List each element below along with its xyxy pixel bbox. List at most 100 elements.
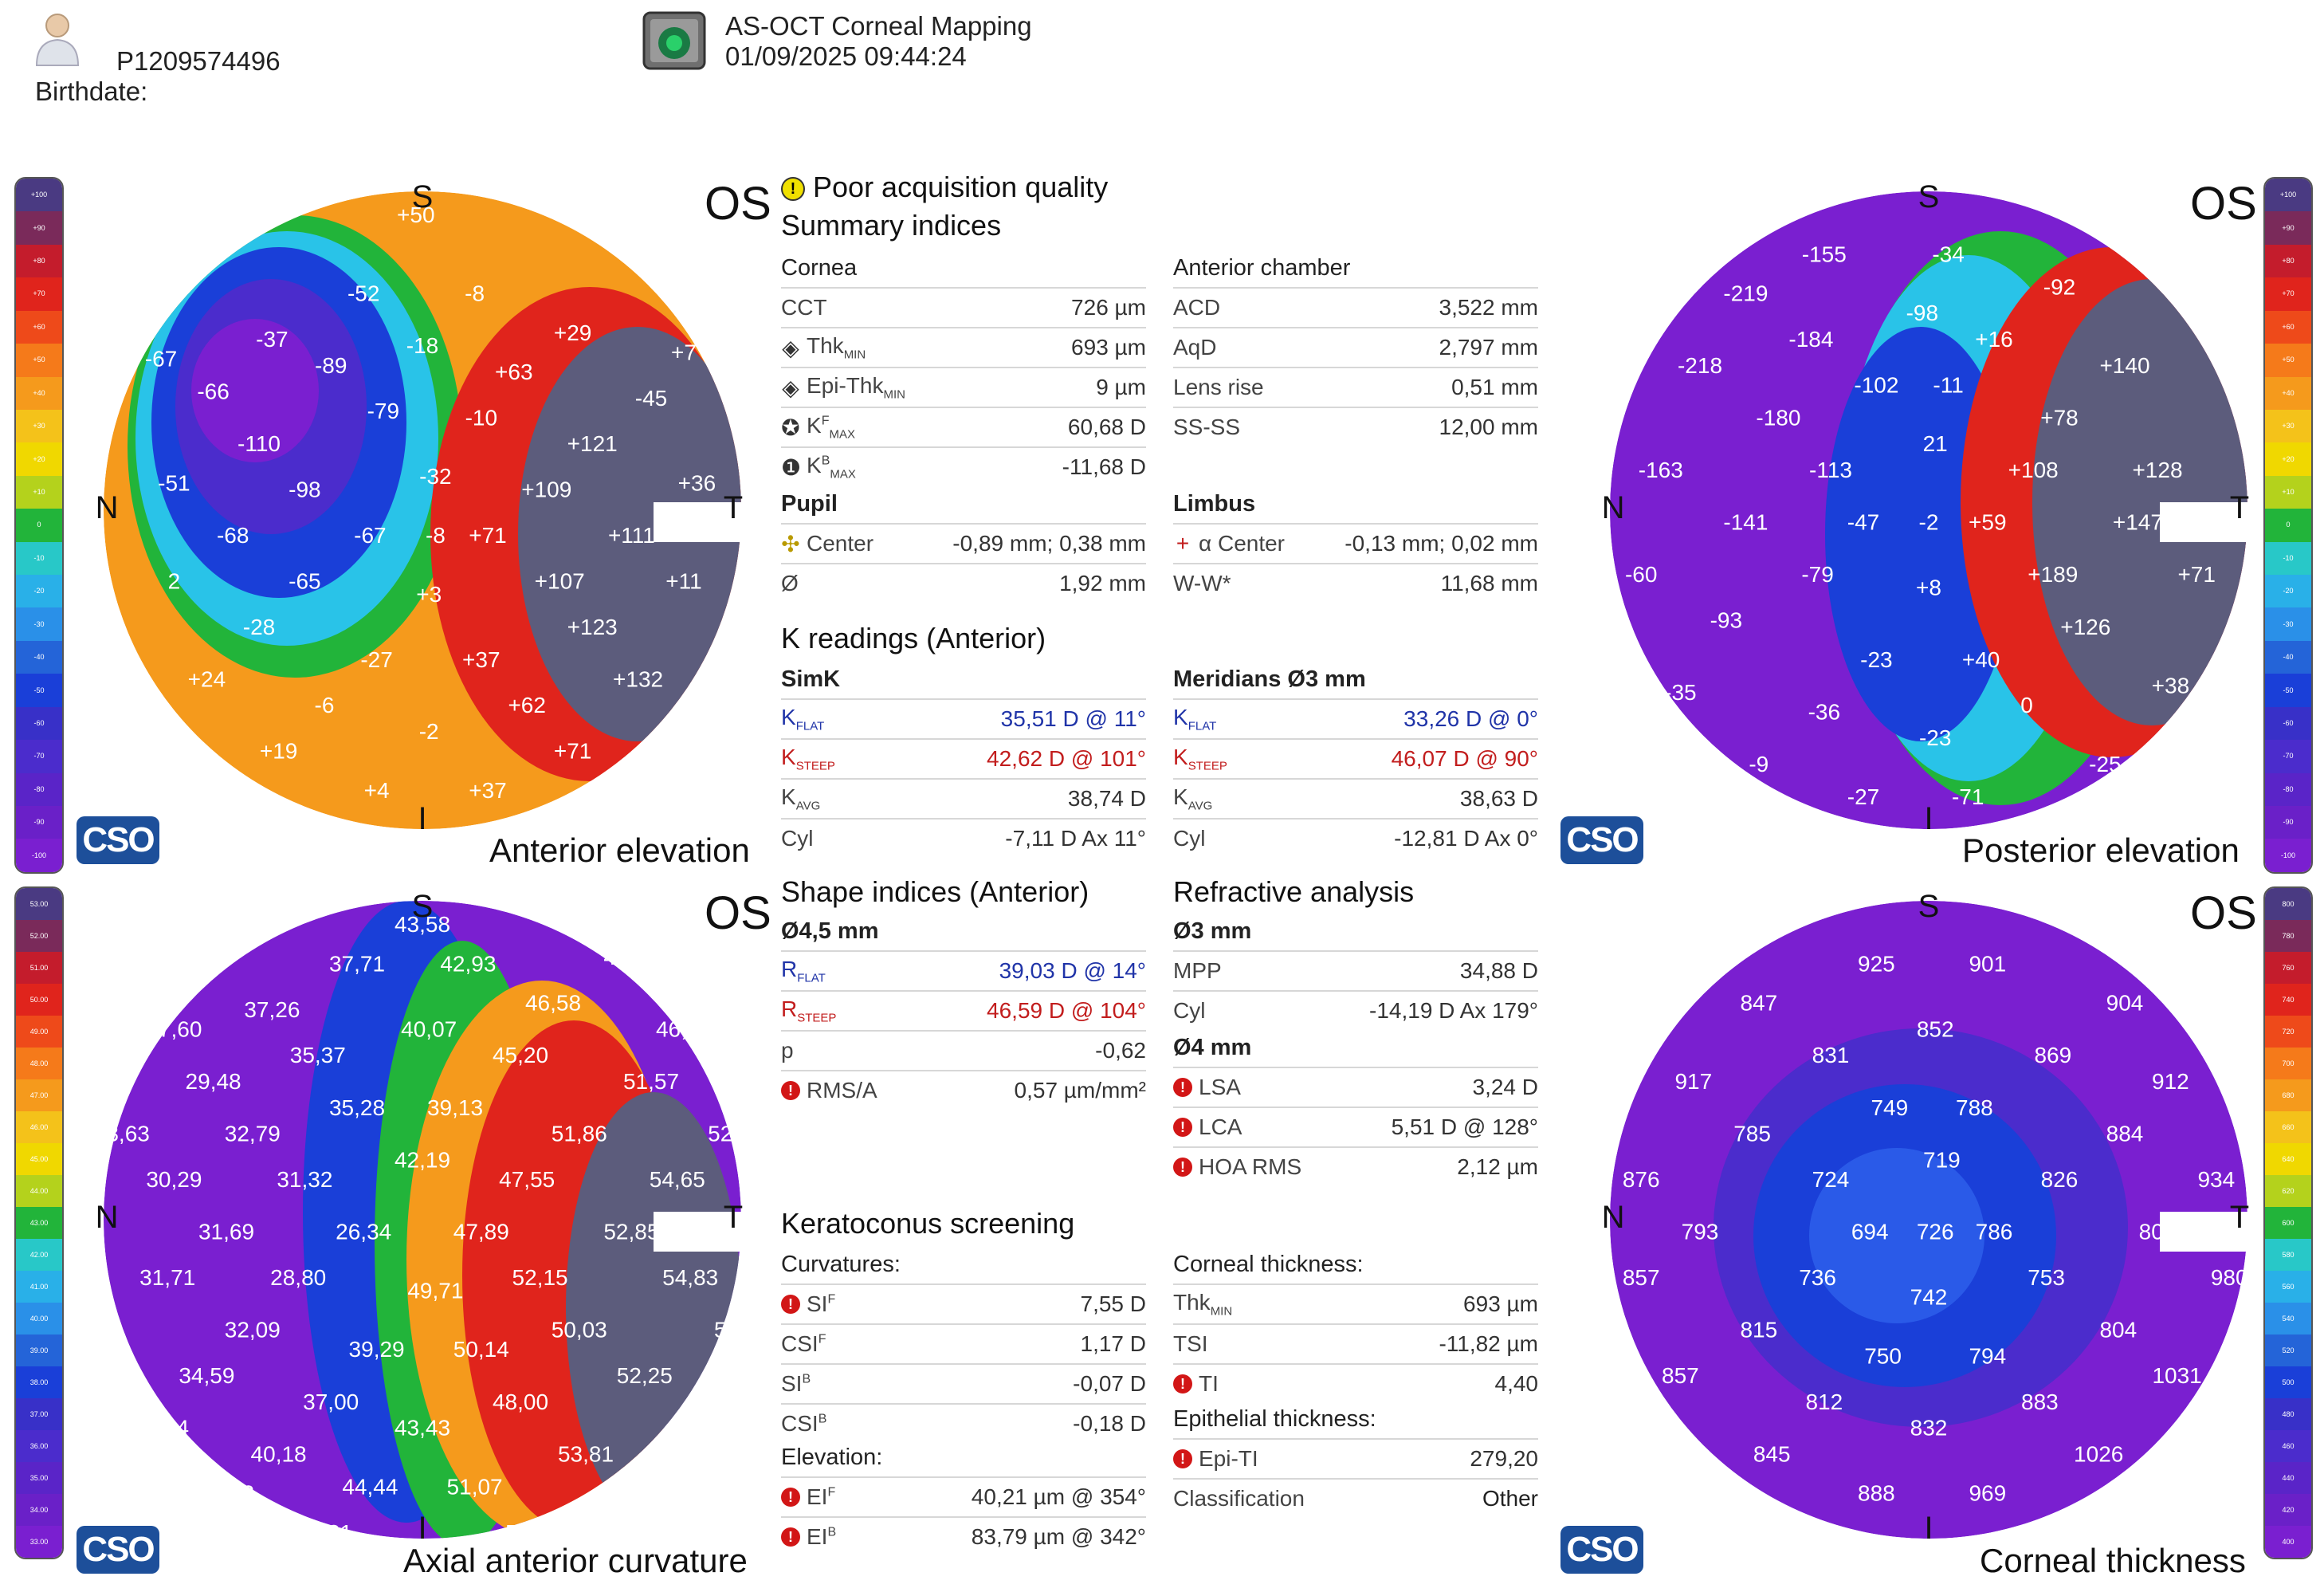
map-value: 831 <box>1812 1043 1850 1067</box>
map-value: -25 <box>2089 752 2121 776</box>
patient-avatar-icon <box>35 14 80 66</box>
map-value: 31,71 <box>139 1265 195 1290</box>
axial-curvature-title: Axial anterior curvature <box>403 1542 748 1579</box>
row-icon: ✪ <box>781 415 800 440</box>
temporal-notch <box>2160 502 2255 542</box>
map-value: 50, <box>714 1318 745 1342</box>
map-value: 49,71 <box>407 1278 463 1303</box>
map-value: 35,37 <box>290 1043 346 1067</box>
scale-tick: 48.00 <box>16 1048 62 1079</box>
anterior-chamber-table: ACD 3,522 mm AqD 2,797 mm Lens rise 0,51 mm SS… <box>1173 287 1538 446</box>
scale-tick: +90 <box>2265 211 2311 245</box>
map-value: 40,18 <box>251 1441 307 1466</box>
row-label: ✣ Center <box>781 531 874 556</box>
map-value: 41,31 <box>296 1520 352 1545</box>
map-value: 39,29 <box>349 1337 405 1362</box>
table-row: W-W* 11,68 mm <box>1173 563 1538 603</box>
row-icon: + <box>1176 531 1190 556</box>
map-value: 51,07 <box>447 1474 503 1499</box>
map-value: 52,25 <box>617 1363 673 1388</box>
map-value: 832 <box>1910 1416 1948 1441</box>
simk-table: KFLAT 35,51 D @ 11° KSTEEP 42,62 D @ 101° KA… <box>781 698 1146 858</box>
map-value: 785 <box>1733 1122 1771 1146</box>
scale-tick: +100 <box>2265 179 2311 212</box>
row-label: KFLAT <box>781 705 825 733</box>
map-value: 847 <box>1740 991 1777 1016</box>
anterior-elevation-map[interactable]: S I N T +50 -52 -8 -37 -89 -18 +29 +7 -67 -66 -79 +63 -4… <box>96 183 749 837</box>
refractive-diameter-3: Ø3 mm <box>1173 918 1252 944</box>
map-value: 43,43 <box>395 1416 450 1441</box>
row-value: 2,797 mm <box>1439 335 1539 360</box>
row-value: 35,51 D @ 11° <box>1000 706 1146 731</box>
map-value: -92 <box>2043 274 2075 299</box>
row-value: -0,13 mm; 0,02 mm <box>1345 531 1538 556</box>
scale-tick: +40 <box>2265 376 2311 410</box>
oct-device-icon <box>642 11 706 70</box>
epithelial-table: ! Epi-TI 279,20 Classification Other <box>1173 1438 1538 1518</box>
row-label: ! LCA <box>1173 1114 1242 1140</box>
table-row: RSTEEP 46,59 D @ 104° <box>781 990 1146 1030</box>
map-value: -8 <box>426 523 446 548</box>
row-label: ! TI <box>1173 1371 1219 1397</box>
map-value: +19 <box>260 739 298 764</box>
table-row: KAVG 38,63 D <box>1173 778 1538 818</box>
map-value: -141 <box>1723 510 1768 535</box>
corneal-thickness-map[interactable]: S I N T 925 901 904 847 852 831 869 917 912 749 788 785… <box>1602 893 2255 1547</box>
map-value: 21 <box>1923 431 1948 456</box>
map-value: -155 <box>1802 242 1847 266</box>
anterior-chamber-header: Anterior chamber <box>1173 255 1351 281</box>
limbus-table: + α Center -0,13 mm; 0,02 mm W-W* 11,68 mm <box>1173 523 1538 603</box>
row-label: MPP <box>1173 958 1222 983</box>
row-label: W-W* <box>1173 571 1231 596</box>
epithelial-header: Epithelial thickness: <box>1173 1406 1376 1432</box>
scale-tick: 580 <box>2265 1239 2311 1271</box>
table-row: KFLAT 33,26 D @ 0° <box>1173 698 1538 738</box>
scale-tick: 50.00 <box>16 984 62 1016</box>
map-value: -51 <box>158 470 190 495</box>
refractive-diameter-4: Ø4 mm <box>1173 1035 1252 1060</box>
map-value: 2 <box>168 568 181 593</box>
scale-tick: -10 <box>2265 541 2311 576</box>
scale-tick: 36.00 <box>16 1430 62 1462</box>
orientation-label: S <box>1918 893 1940 924</box>
row-label: RFLAT <box>781 957 826 985</box>
posterior-elevation-map[interactable]: S I N T -155 -34 -92 -219 -98 +16 -184 -218 -102 -11 +… <box>1602 183 2255 837</box>
row-value: 7,55 D <box>1080 1291 1147 1316</box>
row-label: Ø <box>781 571 799 596</box>
map-value: -23 <box>1919 725 1951 750</box>
scale-tick: +80 <box>2265 244 2311 278</box>
map-value: 56, <box>629 1481 660 1506</box>
map-value: -6 <box>315 693 335 717</box>
map-value: 50,03 <box>552 1318 607 1342</box>
map-surface <box>104 901 741 1539</box>
table-row: ThkMIN 693 µm <box>1173 1283 1538 1323</box>
orientation-label: T <box>2230 1200 2249 1235</box>
scale-tick: +10 <box>16 475 62 509</box>
table-row: Classification Other <box>1173 1478 1538 1518</box>
alert-icon: ! <box>1173 1374 1192 1393</box>
map-value: 29,48 <box>186 1069 241 1094</box>
scale-tick: 46.00 <box>16 1111 62 1143</box>
map-value: +8 <box>1916 576 1941 600</box>
row-value: 0,57 µm/mm² <box>1014 1078 1146 1103</box>
scale-tick: 43.00 <box>16 1207 62 1239</box>
map-value: 42,93 <box>440 951 496 976</box>
map-value: 46,58 <box>525 991 581 1016</box>
corneal-thickness-title: Corneal thickness <box>1980 1542 2246 1579</box>
limbus-header: Limbus <box>1173 491 1256 517</box>
row-value: 3,24 D <box>1472 1075 1539 1099</box>
table-row: ! SIF 7,55 D <box>781 1283 1146 1323</box>
axial-curvature-map[interactable]: S I N T 43,58 37,71 42,93 40,73 37,26 46,58 40,07 4… <box>96 893 749 1547</box>
map-color-band <box>518 327 741 741</box>
table-row: ! LCA 5,51 D @ 128° <box>1173 1107 1538 1146</box>
map-value: -8 <box>720 615 740 639</box>
row-value: 0,51 mm <box>1451 375 1538 399</box>
row-label: Cyl <box>1173 826 1206 851</box>
map-value: -18 <box>406 333 438 358</box>
map-value: +140 <box>2099 353 2149 378</box>
map-value: 883 <box>2021 1390 2059 1414</box>
scale-tick: 780 <box>2265 920 2311 952</box>
map-value: 736 <box>1799 1265 1836 1290</box>
map-value: 826 <box>2041 1167 2079 1192</box>
scale-tick: 47.00 <box>16 1079 62 1111</box>
